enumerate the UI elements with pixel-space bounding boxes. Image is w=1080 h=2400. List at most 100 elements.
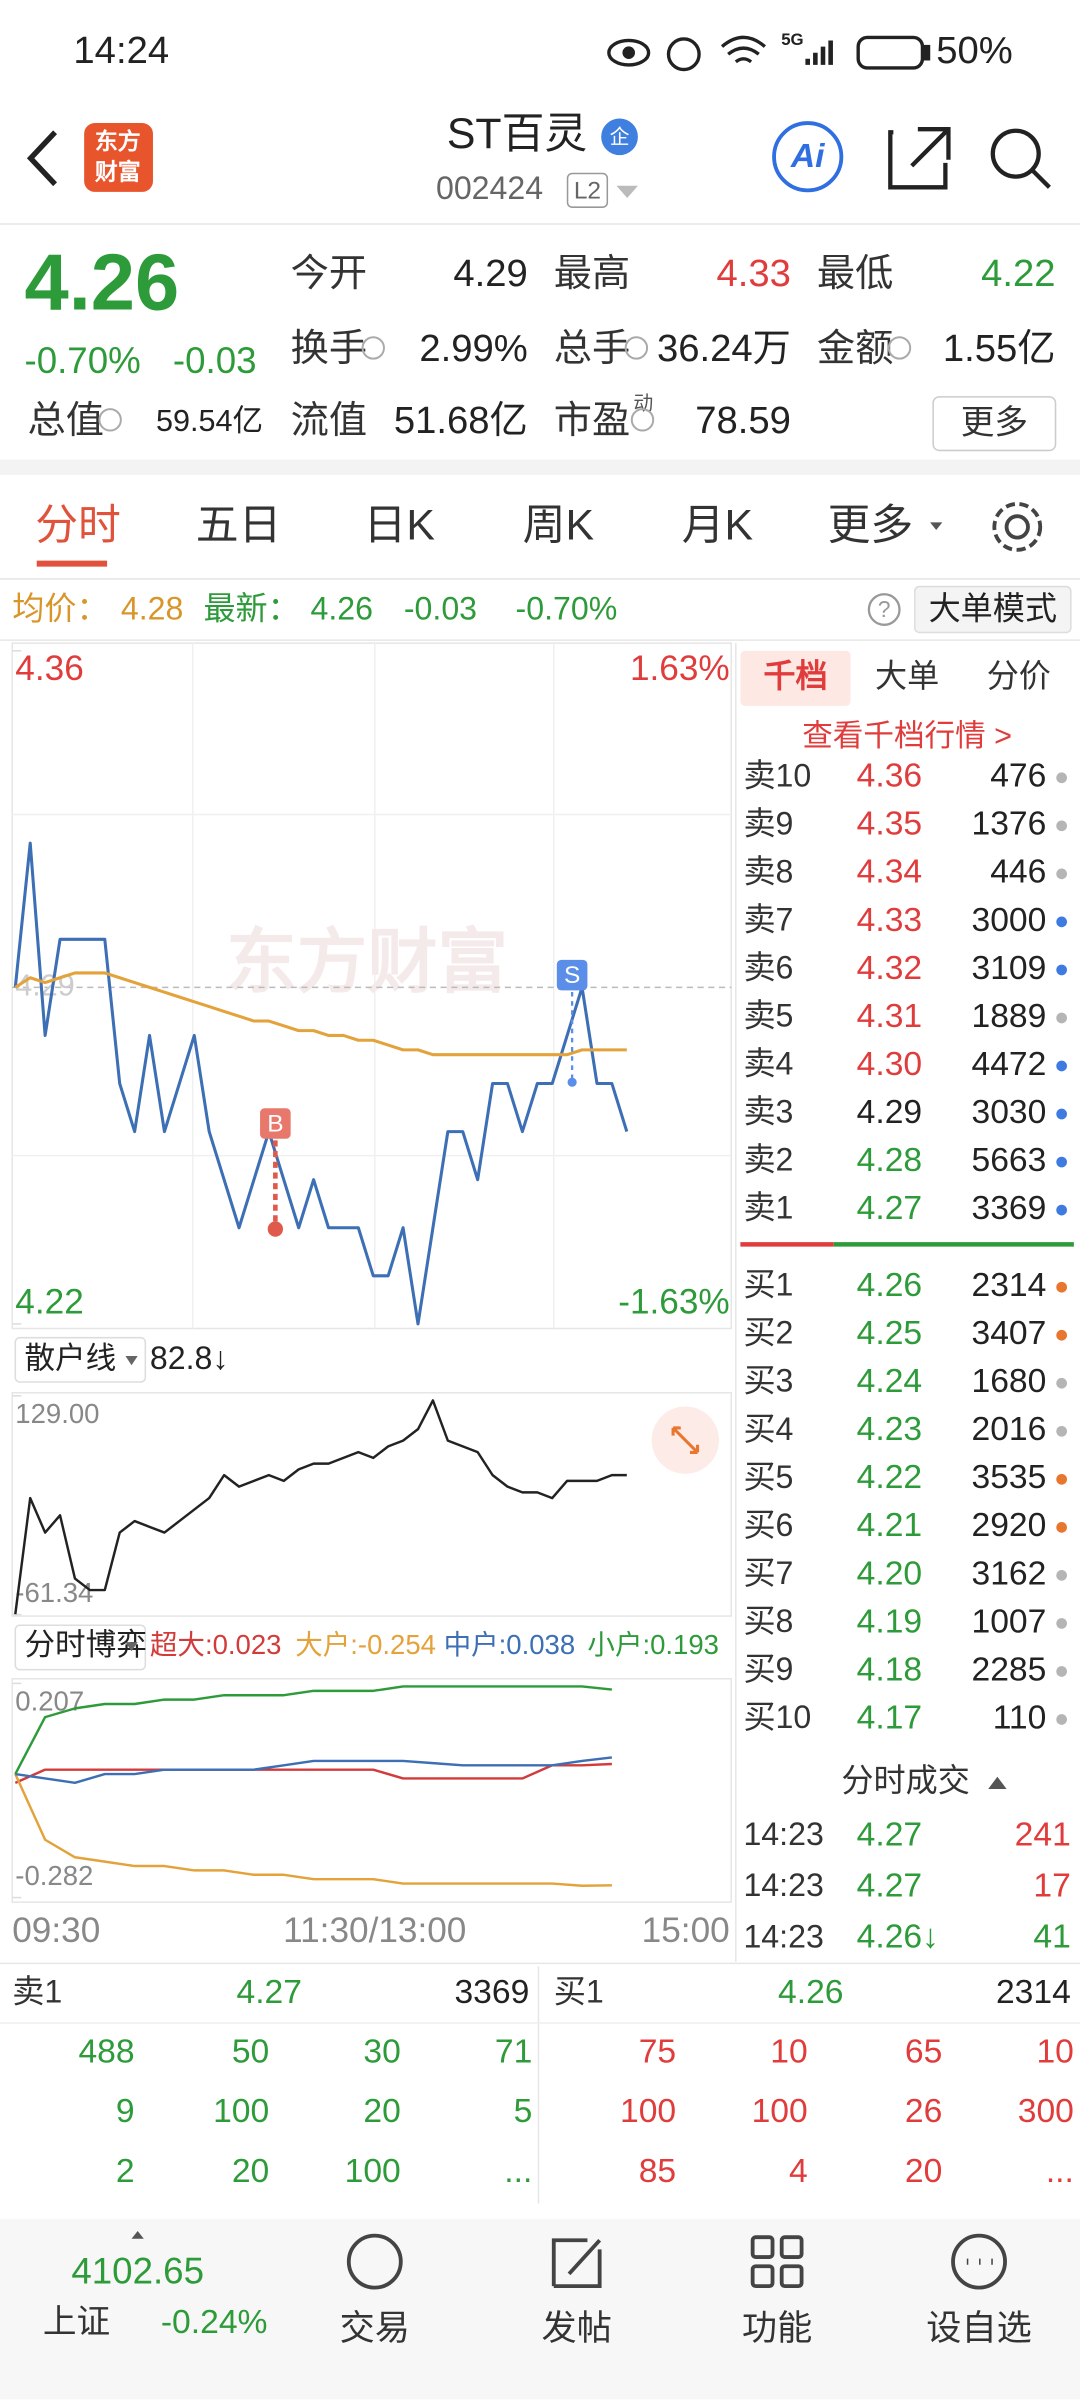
nav-item[interactable]: 功能 [742, 2309, 812, 2348]
queue-order: 100 [213, 2093, 269, 2130]
level-box [566, 172, 609, 208]
legend-entry: 中户:0.038 [444, 1629, 576, 1660]
more-button-text[interactable]: 更多 [961, 403, 1028, 441]
book-label: 卖1 [743, 1190, 793, 1226]
book-price: 4.20 [857, 1555, 922, 1592]
collapse-arrow[interactable] [988, 1776, 1007, 1789]
indicator-selector[interactable] [14, 1624, 147, 1671]
y-tick-label: -61.34 [15, 1577, 93, 1608]
queue-order: 100 [620, 2093, 676, 2130]
queue-order: 20 [232, 2153, 269, 2190]
queue-order: 488 [78, 2033, 134, 2070]
app-logo[interactable] [84, 123, 153, 192]
search-button[interactable] [990, 128, 1051, 189]
dropdown-arrow [125, 1356, 138, 1366]
book-dot [1056, 1522, 1067, 1533]
book-volume: 2016 [972, 1411, 1047, 1448]
book-dot [1056, 868, 1067, 880]
queue-order: 20 [905, 2153, 942, 2190]
tab[interactable]: 分时 [35, 502, 121, 550]
mode-button-text[interactable]: 大单模式 [929, 591, 1057, 627]
queue-order: 4 [789, 2153, 808, 2190]
book-label: 卖3 [743, 1094, 793, 1130]
book-link[interactable]: 查看千档行情 > [802, 719, 1012, 753]
book-label: 买4 [743, 1411, 793, 1447]
series-line [15, 1756, 613, 1785]
help-icon[interactable] [867, 593, 901, 626]
stat-label: 金额 [817, 327, 893, 370]
tab[interactable]: 五日 [196, 502, 282, 550]
tab[interactable]: 更多 [828, 502, 914, 550]
book-label: 买9 [743, 1651, 793, 1687]
dropdown-arrow [616, 185, 638, 199]
indicator-selector[interactable] [14, 1336, 147, 1383]
mode-button[interactable] [914, 585, 1072, 634]
index-change[interactable]: -0.24% [161, 2304, 268, 2341]
trade-volume: 241 [1015, 1816, 1071, 1853]
price-chart-grid [12, 643, 732, 1329]
info-icon [361, 336, 385, 360]
book-volume: 3030 [972, 1094, 1047, 1131]
tab[interactable]: 周K [523, 502, 595, 550]
queue-order: ... [1046, 2153, 1074, 2190]
book-price: 4.30 [857, 1046, 922, 1083]
settings-button[interactable] [992, 502, 1043, 552]
index-name[interactable]: 上证 [43, 2304, 110, 2341]
book-volume: 1680 [972, 1363, 1047, 1400]
queue-order: 85 [639, 2153, 676, 2190]
queue-order: 26 [905, 2093, 942, 2130]
book-dot [1056, 1618, 1067, 1629]
legend-entry: 小户:0.193 [587, 1629, 719, 1660]
queue-volume: 3369 [454, 1974, 529, 2011]
share-button[interactable] [888, 127, 951, 190]
book-tab[interactable]: 千档 [763, 658, 827, 694]
book-dot [1056, 1329, 1067, 1341]
book-volume: 2920 [972, 1507, 1047, 1544]
trade-time: 14:23 [743, 1918, 823, 1954]
book-dot [1056, 820, 1067, 832]
index-arrow[interactable] [131, 2231, 144, 2239]
percent-label: 1.63% [630, 649, 730, 688]
series-line [14, 1685, 613, 1775]
tab[interactable]: 日K [364, 502, 436, 550]
stat-label: 换手 [291, 327, 367, 370]
book-price: 4.18 [857, 1651, 922, 1688]
stat-value: 59.54亿 [156, 404, 263, 438]
ai-button[interactable] [772, 121, 844, 193]
stat-label: 总手 [554, 327, 630, 370]
queue-order: 20 [363, 2093, 400, 2130]
book-tab[interactable]: 分价 [987, 658, 1051, 694]
section-gap [0, 459, 1080, 475]
x-tick-label: 11:30/13:00 [283, 1911, 466, 1950]
stat-label: 总值 [28, 399, 104, 442]
flow-chart-frame [11, 1678, 732, 1903]
badge [601, 118, 638, 156]
book-tab[interactable]: 大单 [875, 658, 939, 694]
series-line [14, 1773, 612, 1887]
nav-item[interactable]: 交易 [340, 2309, 410, 2348]
book-volume: 3000 [972, 902, 1047, 939]
more-button[interactable] [932, 396, 1057, 452]
book-price: 4.29 [857, 1094, 922, 1131]
indicator-value: 82.8↓ [150, 1340, 229, 1376]
nav-item[interactable]: 发帖 [542, 2309, 612, 2348]
queue-order: 5 [514, 2093, 533, 2130]
queue-label: 卖1 [12, 1973, 62, 2009]
logo-text: 东方 [95, 128, 141, 154]
back-button[interactable] [26, 130, 58, 187]
trade-price: 4.26↓ [857, 1919, 939, 1956]
queue-price: 4.27 [236, 1974, 301, 2011]
index-value[interactable]: 4102.65 [71, 2251, 204, 2292]
book-volume: 5663 [972, 1142, 1047, 1179]
stock-code: 002424 [436, 170, 543, 206]
marker-dot [267, 1221, 284, 1237]
y-tick-label: 4.36 [15, 649, 83, 688]
book-volume: 1007 [972, 1603, 1047, 1640]
nav-item[interactable]: 设自选 [926, 2309, 1032, 2348]
y-tick-label: 4.22 [15, 1282, 83, 1321]
book-volume: 3109 [972, 950, 1047, 987]
tab[interactable]: 月K [682, 502, 754, 550]
book-volume: 2285 [972, 1651, 1047, 1688]
retail-chart-frame [11, 1391, 732, 1617]
book-price: 4.25 [857, 1315, 922, 1352]
